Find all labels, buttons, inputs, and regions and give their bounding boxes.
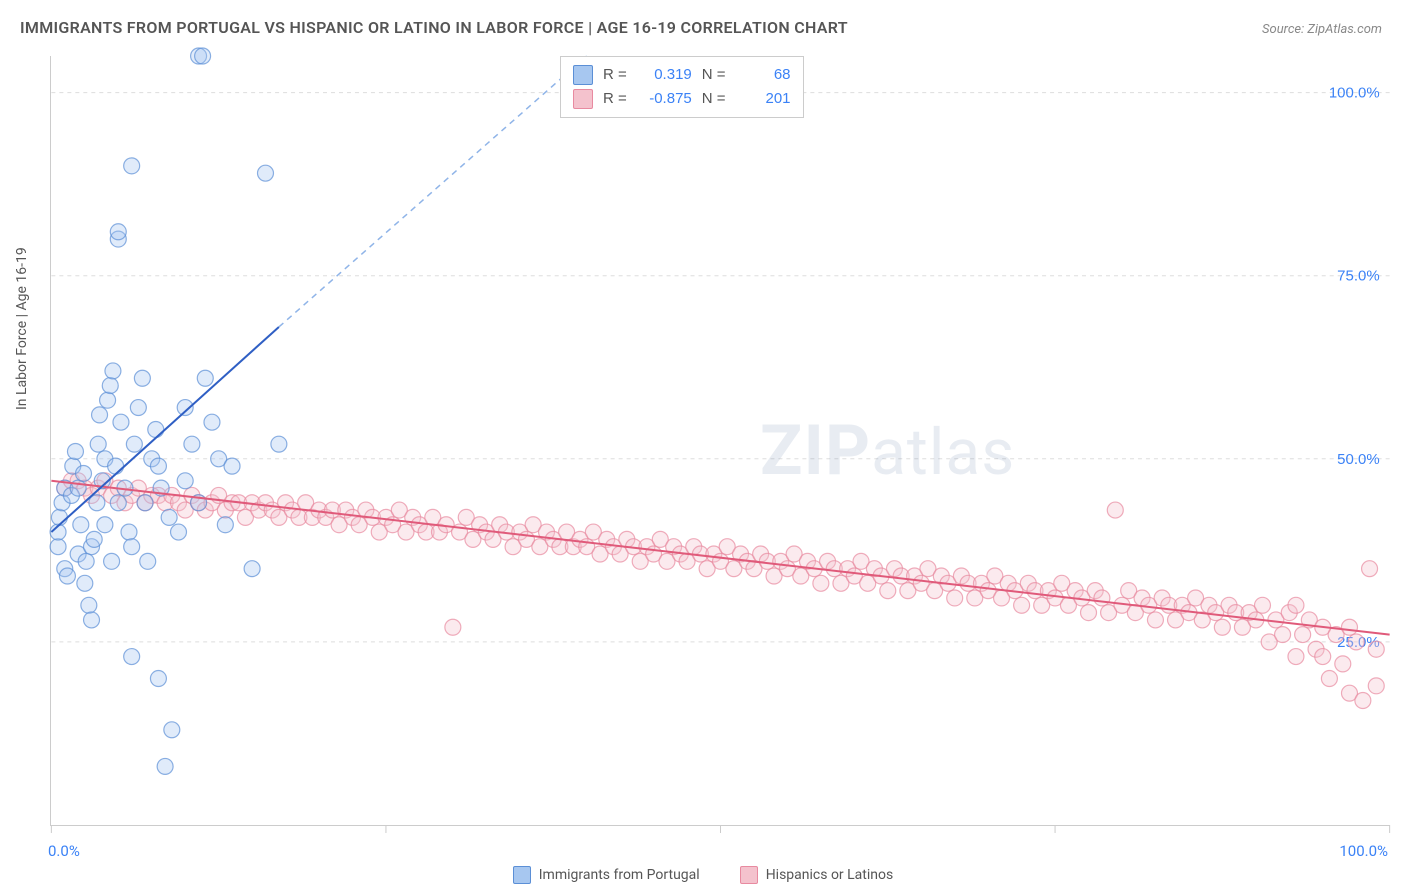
legend-item-portugal: Immigrants from Portugal [513,866,700,884]
stats-r-label: R = [603,87,627,111]
source-attribution: Source: ZipAtlas.com [1262,22,1382,37]
chart-title: IMMIGRANTS FROM PORTUGAL VS HISPANIC OR … [20,18,848,37]
stats-swatch-portugal [573,65,593,85]
legend-label: Immigrants from Portugal [539,867,700,883]
svg-text:75.0%: 75.0% [1337,268,1379,285]
stats-row-hispanic: R = -0.875 N = 201 [573,87,791,111]
stats-n-label: N = [702,87,726,111]
y-axis-title: In Labor Force | Age 16-19 [14,247,30,410]
stats-row-portugal: R = 0.319 N = 68 [573,63,791,87]
plot-area: 25.0%50.0%75.0%100.0% [50,56,1390,826]
legend-item-hispanic: Hispanics or Latinos [740,866,894,884]
svg-text:100.0%: 100.0% [1329,85,1380,102]
stats-swatch-hispanic [573,89,593,109]
stats-n-value: 68 [736,63,791,87]
stats-r-value: 0.319 [637,63,692,87]
stats-r-value: -0.875 [637,87,692,111]
legend-swatch-portugal [513,866,531,884]
x-tick-label: 0.0% [48,842,80,860]
chart-svg: 25.0%50.0%75.0%100.0% [51,56,1390,825]
x-tick-label: 100.0% [1339,842,1388,860]
stats-box: R = 0.319 N = 68 R = -0.875 N = 201 [560,56,804,118]
stats-r-label: R = [603,63,627,87]
legend: Immigrants from Portugal Hispanics or La… [0,866,1406,884]
legend-swatch-hispanic [740,866,758,884]
svg-text:50.0%: 50.0% [1337,451,1379,468]
stats-n-label: N = [702,63,726,87]
stats-n-value: 201 [736,87,791,111]
legend-label: Hispanics or Latinos [766,867,894,883]
